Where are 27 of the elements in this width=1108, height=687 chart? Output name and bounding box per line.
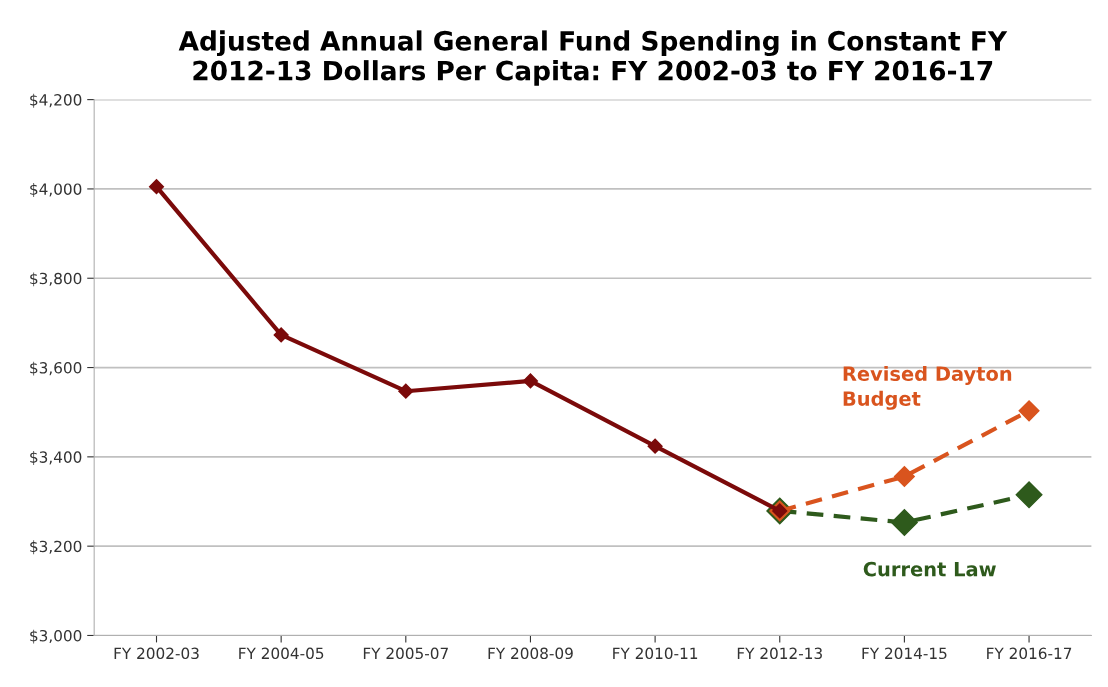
point [273, 327, 289, 343]
x-tick-label: FY 2008-09 [488, 647, 573, 660]
y-tick-label: $3,000 [30, 629, 82, 644]
point [522, 373, 539, 389]
x-tick-label: FY 2004-05 [239, 647, 324, 660]
point [647, 438, 663, 454]
x-tick-label: FY 2010-11 [613, 647, 698, 660]
x-tick-label: FY 2012-13 [737, 647, 822, 660]
y-tick-label: $4,000 [30, 183, 82, 197]
x-tick-label: FY 2014-15 [862, 647, 947, 660]
series-label: Revised Dayton Budget [843, 365, 1012, 410]
y-tick-label: $3,800 [30, 272, 82, 287]
point [890, 509, 918, 536]
chart-title: Adjusted Annual General Fund Spending in Constant FY 2012-13 Dollars Per Capita: FY 2002-03 to FY 2016-17 [178, 30, 1008, 86]
x-tick-label: FY 2016-17 [987, 647, 1072, 660]
y-tick-label: $3,200 [30, 540, 82, 555]
point [1015, 481, 1043, 509]
point [148, 179, 165, 195]
point [1018, 400, 1040, 422]
y-tick-label: $3,600 [30, 361, 82, 376]
text: Current Law [863, 561, 996, 577]
point [398, 383, 414, 399]
point [893, 465, 915, 488]
x-tick-label: FY 2002-03 [114, 647, 199, 660]
x-tick-label: FY 2005-07 [363, 647, 448, 660]
y-tick-label: $3,400 [30, 451, 82, 465]
y-tick-label: $4,200 [30, 93, 82, 108]
